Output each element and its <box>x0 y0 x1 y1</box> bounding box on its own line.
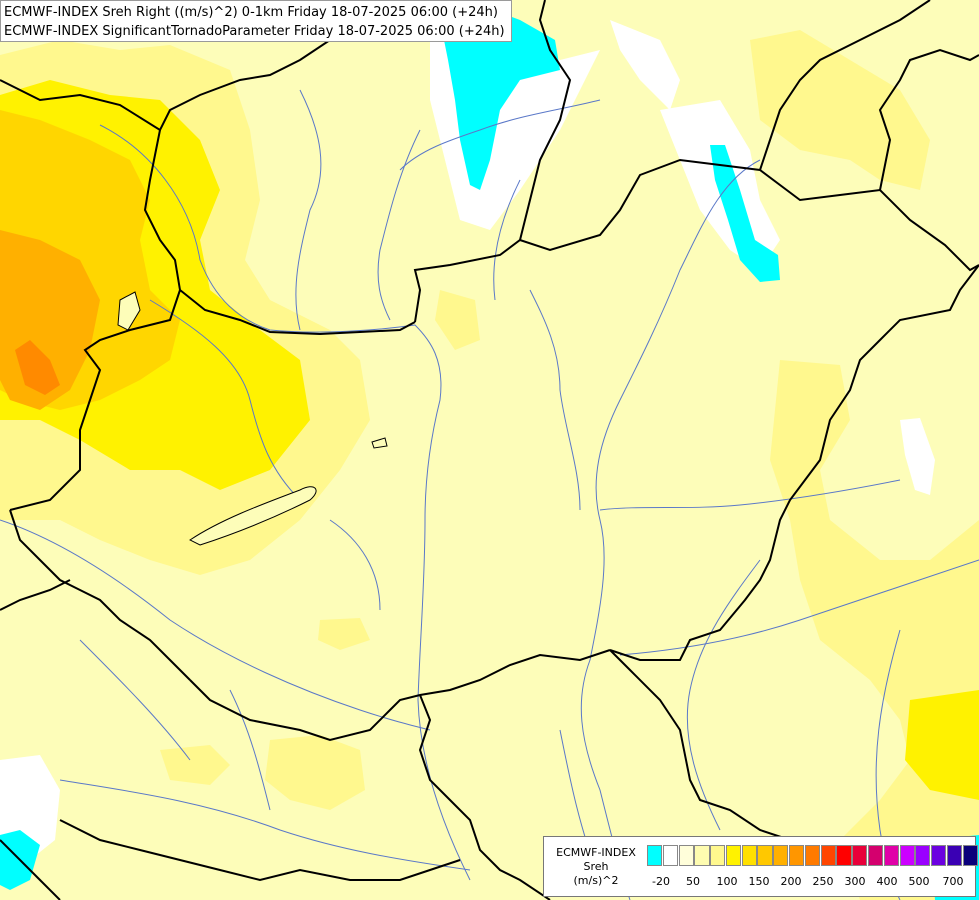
legend-unit: (m/s)^2 <box>573 874 619 887</box>
border-southeast <box>0 839 61 900</box>
border-hungary-romania <box>609 264 979 661</box>
legend-swatch <box>710 845 726 866</box>
lake-balaton <box>189 486 317 546</box>
legend-variable: Sreh <box>583 860 609 873</box>
legend-swatch <box>725 845 742 866</box>
northeast-yellow-field <box>750 30 930 190</box>
border-poland-ukraine <box>759 0 931 171</box>
east-white-patch <box>900 418 935 495</box>
legend-swatch <box>836 845 852 866</box>
title-line-sreh: ECMWF-INDEX Sreh Right ((m/s)^2) 0-1km F… <box>4 5 498 20</box>
south-yellow-patch <box>265 735 365 810</box>
border-hungary-serbia <box>189 649 611 742</box>
legend-swatch <box>678 845 694 866</box>
legend-tick-label: 700 <box>942 875 964 888</box>
border-austria-hungary <box>9 289 181 511</box>
legend-swatch <box>915 845 931 866</box>
legend-swatch <box>899 845 915 866</box>
sio-river <box>329 519 381 611</box>
legend-swatch <box>867 845 884 866</box>
border-bosnia <box>59 819 461 882</box>
border-southwest <box>0 579 71 611</box>
legend-label: ECMWF-INDEX Sreh (m/s)^2 <box>548 846 644 888</box>
legend-tick-label: -20 <box>652 875 670 888</box>
color-legend: ECMWF-INDEX Sreh (m/s)^2 -20 50 100 150 200 2… <box>543 836 978 897</box>
center-yellow-patch <box>435 290 480 350</box>
border-serbia-croatia <box>418 694 551 900</box>
legend-swatch <box>931 845 947 866</box>
maros-river <box>619 559 979 656</box>
legend-swatch <box>757 845 773 866</box>
legend-swatches <box>647 845 978 866</box>
legend-tick-label: 100 <box>716 875 738 888</box>
border-croatia-slovenia <box>9 509 191 681</box>
legend-swatch <box>741 845 757 866</box>
northeast-cyan-streak <box>710 145 780 282</box>
vah-river <box>377 129 421 321</box>
legend-tick-label: 250 <box>812 875 834 888</box>
legend-swatch <box>773 845 789 866</box>
legend-swatch <box>946 845 963 866</box>
legend-source: ECMWF-INDEX <box>556 846 636 859</box>
north-white-strip <box>610 20 680 110</box>
danube-river <box>99 124 471 881</box>
legend-tick-label: 500 <box>908 875 930 888</box>
legend-tick-label: 50 <box>686 875 700 888</box>
southeast-yellow-patch <box>905 690 979 800</box>
border-ukraine <box>878 48 979 191</box>
legend-swatch <box>962 845 978 866</box>
legend-tick-label: 200 <box>780 875 802 888</box>
zagyva-river <box>529 289 581 511</box>
lake-yellow-patch <box>318 618 370 650</box>
raba-river <box>149 299 301 501</box>
border-austria-slovakia <box>143 129 416 336</box>
legend-swatch <box>662 845 678 866</box>
morava-river <box>295 89 322 331</box>
border-serbia-romania <box>609 649 791 841</box>
legend-ticks: -20 50 100 150 200 250 300 400 500 700 <box>647 875 969 889</box>
una-river <box>79 639 191 761</box>
sava-river <box>59 779 471 871</box>
legend-tick-label: 400 <box>876 875 898 888</box>
small-lake <box>371 437 388 449</box>
legend-swatch <box>647 845 663 866</box>
southwest-yellow-patch <box>160 745 230 785</box>
legend-tick-label: 300 <box>844 875 866 888</box>
border-poland-slovakia <box>519 0 572 241</box>
legend-swatch <box>852 845 868 866</box>
legend-swatch <box>883 845 899 866</box>
upper-river <box>399 99 601 171</box>
timis-river <box>686 559 761 831</box>
hron-river <box>493 179 521 301</box>
legend-swatch <box>804 845 820 866</box>
title-line-stp: ECMWF-INDEX SignificantTornadoParameter … <box>4 24 505 39</box>
border-slovakia-hungary <box>413 158 979 323</box>
legend-swatch <box>789 845 805 866</box>
map-title-box: ECMWF-INDEX Sreh Right ((m/s)^2) 0-1km F… <box>0 0 512 42</box>
legend-swatch <box>820 845 836 866</box>
west-dark-orange-field <box>15 340 60 395</box>
koros-river <box>599 479 901 511</box>
lake-neusiedl <box>117 291 141 331</box>
legend-tick-label: 150 <box>748 875 770 888</box>
north-cyan-area <box>440 5 560 190</box>
legend-swatch <box>694 845 710 866</box>
tisza-river <box>580 159 761 900</box>
bosna-river <box>229 689 271 811</box>
